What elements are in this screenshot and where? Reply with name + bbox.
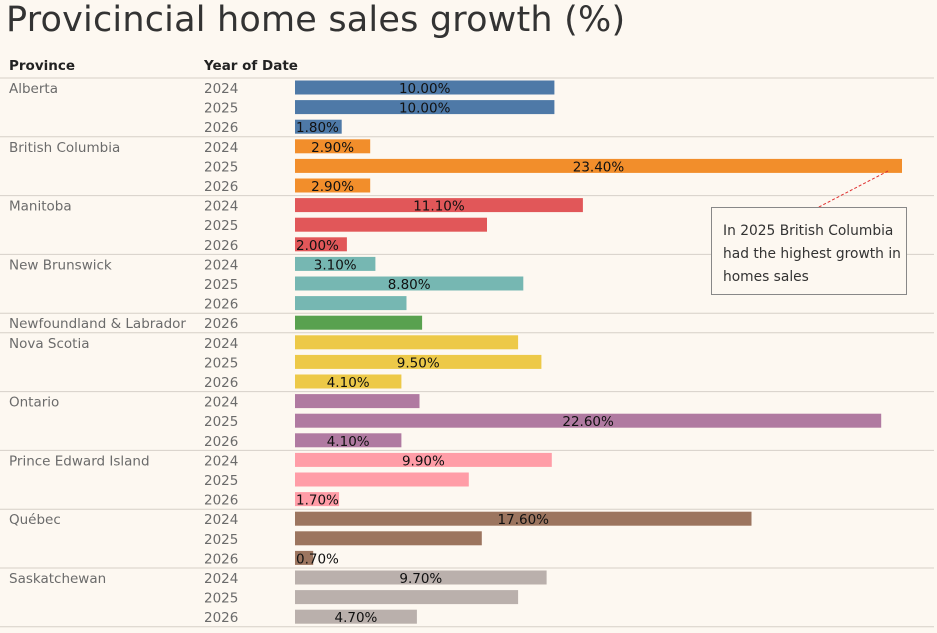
value-label: 9.70% — [399, 571, 442, 587]
bar — [295, 354, 542, 369]
year-label: 2025 — [204, 277, 238, 293]
year-label: 2026 — [204, 551, 238, 567]
year-label: 2025 — [204, 355, 238, 371]
value-label: 11.10% — [413, 199, 465, 215]
value-label: 3.10% — [314, 257, 357, 273]
year-label: 2024 — [204, 571, 238, 587]
bar — [295, 609, 417, 624]
value-label: 9.90% — [402, 453, 445, 469]
chart-title: Provicincial home sales growth (%) — [6, 0, 626, 40]
value-label: 22.60% — [562, 414, 614, 430]
value-label: 2.90% — [311, 179, 354, 195]
bar — [295, 452, 552, 467]
year-label: 2025 — [204, 218, 238, 234]
year-label: 2026 — [204, 610, 238, 626]
year-label: 2024 — [204, 453, 238, 469]
value-label: 23.40% — [573, 159, 625, 175]
year-label: 2026 — [204, 297, 238, 313]
year-label: 2024 — [204, 512, 238, 528]
bar — [295, 100, 555, 115]
year-label: 2024 — [204, 395, 238, 411]
province-label: Newfoundland & Labrador — [9, 316, 186, 332]
bar — [295, 374, 402, 389]
bar — [295, 531, 482, 546]
value-label: 1.70% — [296, 493, 339, 509]
bar — [295, 139, 371, 154]
value-label: 4.70% — [335, 610, 378, 626]
year-label: 2026 — [204, 434, 238, 450]
year-column-header: Year of Date — [204, 58, 298, 74]
bar — [295, 217, 487, 232]
year-label: 2026 — [204, 238, 238, 254]
value-label: 9.50% — [397, 355, 440, 371]
year-label: 2025 — [204, 414, 238, 430]
bar — [295, 492, 340, 507]
value-label: 4.10% — [327, 375, 370, 391]
year-label: 2024 — [204, 336, 238, 352]
year-label: 2024 — [204, 199, 238, 215]
province-label: British Columbia — [9, 140, 120, 156]
value-label: 2.90% — [311, 140, 354, 156]
year-label: 2025 — [204, 473, 238, 489]
bar — [295, 315, 423, 330]
province-label: Saskatchewan — [9, 571, 106, 587]
bar — [295, 550, 314, 565]
year-label: 2025 — [204, 532, 238, 548]
year-label: 2024 — [204, 81, 238, 97]
year-label: 2026 — [204, 316, 238, 332]
value-label: 10.00% — [399, 81, 451, 97]
value-label: 17.60% — [498, 512, 550, 528]
province-label: Nova Scotia — [9, 336, 89, 352]
year-label: 2025 — [204, 101, 238, 117]
year-label: 2026 — [204, 493, 238, 509]
bar — [295, 119, 342, 134]
bar — [295, 158, 902, 173]
bar — [295, 590, 519, 605]
bar — [295, 237, 347, 252]
value-label: 2.00% — [296, 238, 339, 254]
year-label: 2026 — [204, 375, 238, 391]
year-label: 2025 — [204, 159, 238, 175]
bar — [295, 80, 555, 95]
bar — [295, 178, 371, 193]
value-label: 1.80% — [296, 120, 339, 136]
bar — [295, 256, 376, 271]
annotation-box: In 2025 British Columbia had the highest… — [711, 207, 907, 295]
year-label: 2026 — [204, 179, 238, 195]
value-label: 8.80% — [388, 277, 431, 293]
value-label: 10.00% — [399, 101, 451, 117]
annotation-pointer — [816, 170, 889, 209]
bar — [295, 276, 524, 291]
bar — [295, 394, 420, 409]
value-label: 4.10% — [327, 434, 370, 450]
bar — [295, 296, 407, 311]
bar — [295, 472, 469, 487]
bar — [295, 198, 583, 213]
bar — [295, 511, 752, 526]
province-column-header: Province — [9, 58, 76, 74]
bar — [295, 413, 882, 428]
province-label: Manitoba — [9, 199, 72, 215]
province-label: Québec — [9, 512, 61, 528]
bar — [295, 335, 519, 350]
year-label: 2025 — [204, 591, 238, 607]
bar — [295, 433, 402, 448]
year-label: 2026 — [204, 120, 238, 136]
value-label: 0.70% — [296, 551, 339, 567]
year-label: 2024 — [204, 257, 238, 273]
province-label: New Brunswick — [9, 257, 112, 273]
province-label: Ontario — [9, 395, 59, 411]
bar — [295, 570, 547, 585]
province-label: Alberta — [9, 81, 58, 97]
province-label: Prince Edward Island — [9, 453, 150, 469]
year-label: 2024 — [204, 140, 238, 156]
